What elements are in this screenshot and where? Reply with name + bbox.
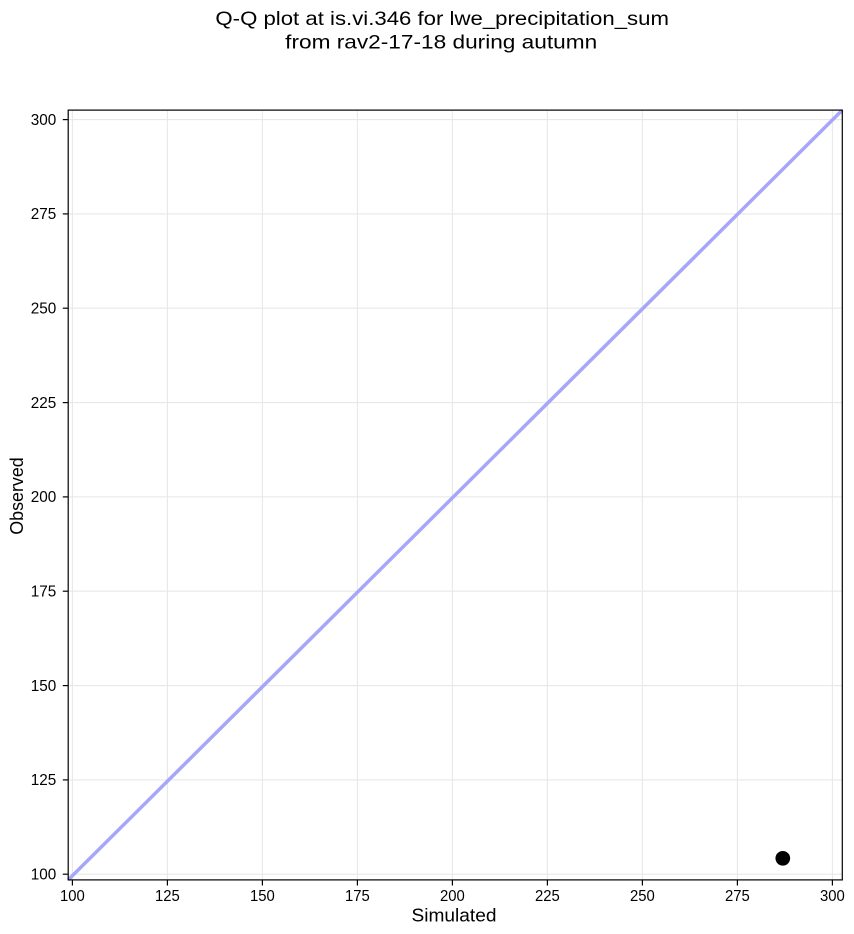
svg-text:275: 275: [725, 888, 750, 905]
svg-text:200: 200: [31, 489, 57, 506]
svg-text:125: 125: [155, 888, 180, 905]
svg-text:Simulated: Simulated: [412, 904, 497, 925]
svg-text:Observed: Observed: [6, 457, 27, 535]
svg-text:150: 150: [250, 888, 275, 905]
svg-text:100: 100: [31, 867, 57, 884]
svg-text:200: 200: [440, 888, 465, 905]
svg-text:100: 100: [60, 888, 85, 905]
svg-text:250: 250: [630, 888, 655, 905]
svg-text:275: 275: [31, 206, 57, 223]
svg-text:225: 225: [535, 888, 560, 905]
svg-text:225: 225: [31, 395, 57, 412]
svg-text:175: 175: [31, 584, 57, 601]
svg-text:150: 150: [31, 678, 57, 695]
svg-text:from rav2-17-18 during autumn: from rav2-17-18 during autumn: [285, 32, 597, 54]
svg-text:250: 250: [31, 301, 57, 318]
svg-text:175: 175: [345, 888, 370, 905]
svg-text:300: 300: [820, 888, 845, 905]
svg-text:Q-Q plot at is.vi.346 for lwe_: Q-Q plot at is.vi.346 for lwe_precipitat…: [215, 8, 669, 30]
svg-text:300: 300: [31, 112, 57, 129]
svg-text:125: 125: [31, 772, 57, 789]
